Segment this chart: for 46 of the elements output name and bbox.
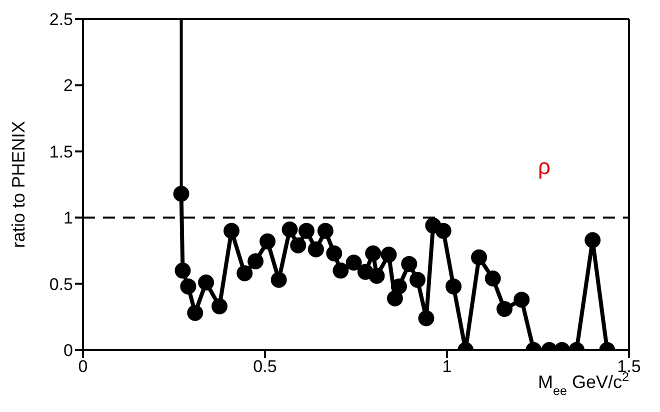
x-tick-label: 1 (442, 357, 452, 376)
point (418, 310, 434, 326)
point (260, 233, 276, 250)
point (410, 272, 426, 288)
y-tick-label: 0 (64, 341, 73, 360)
point (435, 222, 452, 239)
point (401, 256, 418, 272)
point (484, 270, 501, 287)
point (390, 278, 407, 294)
point (198, 274, 214, 290)
point (496, 300, 513, 317)
point (357, 264, 374, 280)
point (332, 262, 349, 279)
y-tick-label: 2 (64, 76, 73, 96)
point (298, 222, 314, 239)
annotation: ρ (538, 154, 551, 180)
y-tick-label: 1.5 (49, 142, 73, 162)
point (471, 249, 488, 266)
point (584, 232, 601, 248)
x-tick-label: 0 (78, 357, 88, 376)
point (365, 245, 382, 262)
point (386, 290, 403, 306)
point (514, 292, 530, 308)
point (346, 254, 362, 271)
point (368, 268, 385, 284)
point (174, 262, 191, 279)
point (317, 222, 334, 239)
point (212, 298, 228, 314)
y-tick-label: 2.5 (49, 10, 73, 30)
y-tick-label: 0.5 (49, 274, 73, 294)
point (326, 245, 342, 262)
point (173, 186, 190, 202)
point (308, 241, 324, 258)
point (290, 237, 306, 254)
point (282, 222, 298, 238)
y-axis-title: ratio to PHENIX (8, 120, 28, 248)
point (380, 246, 397, 263)
point (248, 253, 264, 270)
point (224, 222, 240, 239)
point (180, 278, 196, 294)
point (236, 265, 253, 282)
point (187, 304, 204, 321)
point (270, 272, 287, 288)
point (446, 278, 462, 294)
y-tick-label: 1 (64, 208, 73, 228)
x-tick-label: 0.5 (253, 357, 277, 376)
